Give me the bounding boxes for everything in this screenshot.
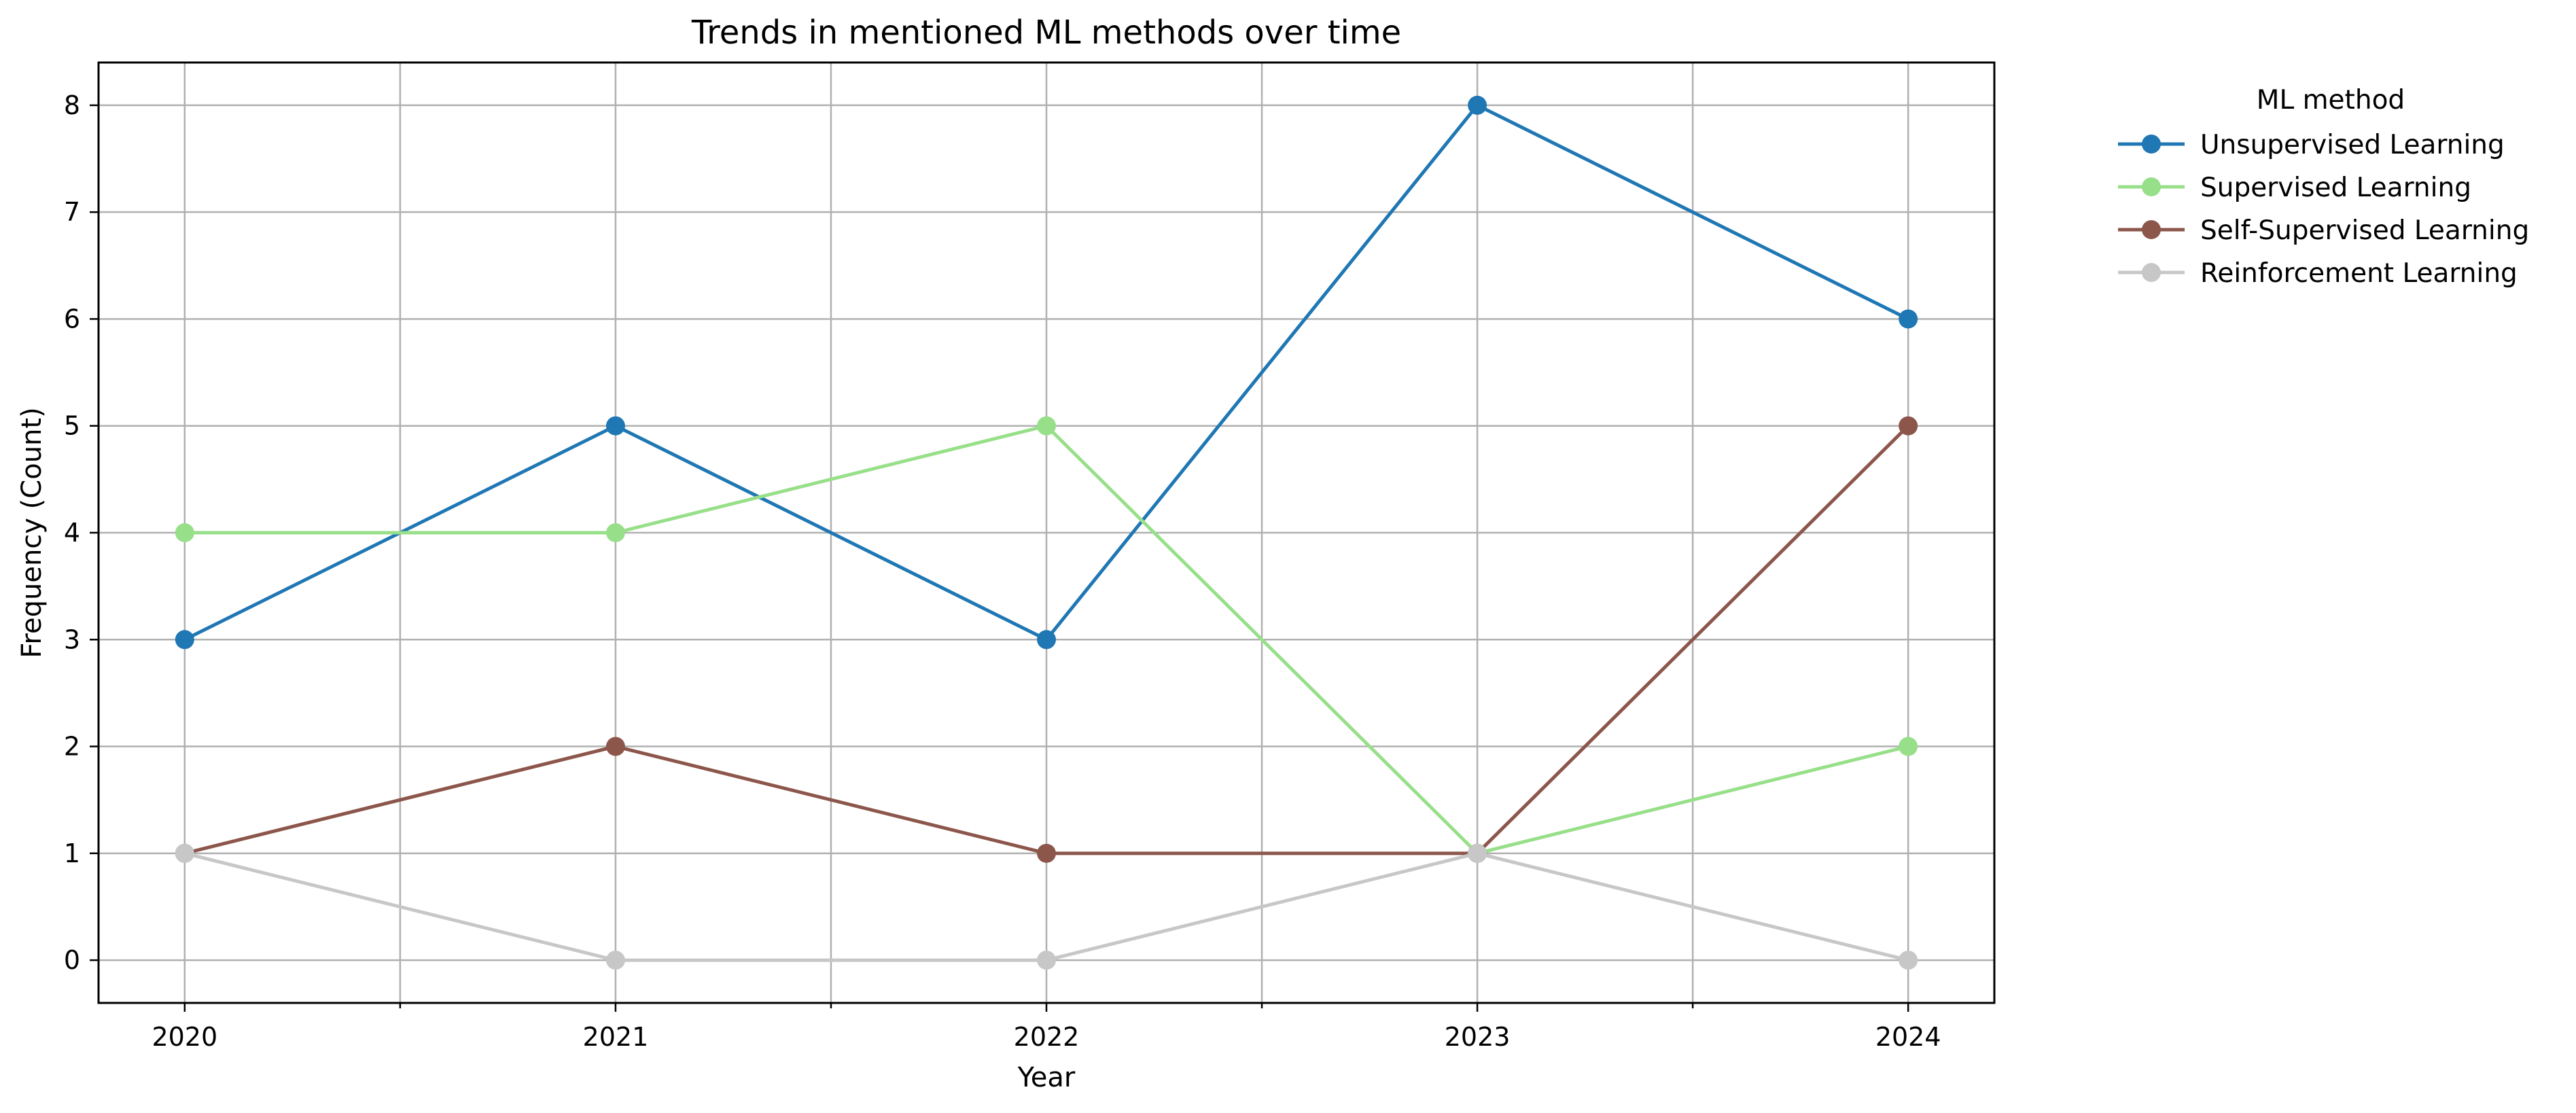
data-point bbox=[1899, 951, 1918, 970]
data-point bbox=[1037, 416, 1056, 436]
legend-swatch-marker bbox=[2142, 263, 2161, 282]
data-point bbox=[1899, 416, 1918, 436]
data-point bbox=[1468, 843, 1487, 863]
data-point bbox=[605, 737, 625, 756]
data-point bbox=[1468, 95, 1487, 115]
legend-label: Reinforcement Learning bbox=[2200, 258, 2518, 289]
x-tick-label: 2023 bbox=[1445, 1022, 1511, 1052]
data-point bbox=[605, 416, 625, 436]
data-point bbox=[175, 630, 194, 650]
y-tick-label: 6 bbox=[64, 304, 80, 334]
legend-label: Self-Supervised Learning bbox=[2200, 215, 2529, 246]
data-point bbox=[605, 951, 625, 970]
series-group bbox=[175, 95, 1918, 970]
y-tick-label: 2 bbox=[64, 732, 80, 762]
legend-title: ML method bbox=[2257, 85, 2405, 116]
y-tick-label: 0 bbox=[64, 945, 80, 975]
x-axis-title: Year bbox=[1017, 1062, 1076, 1093]
data-point bbox=[1037, 843, 1056, 863]
data-point bbox=[1037, 951, 1056, 970]
y-axis-ticks: 0 1 2 3 4 5 6 7 8 bbox=[64, 90, 99, 975]
legend-swatch-marker bbox=[2142, 177, 2161, 196]
legend: ML method Unsupervised Learning Supervise… bbox=[2118, 85, 2529, 289]
x-tick-label: 2024 bbox=[1875, 1022, 1941, 1052]
y-tick-label: 3 bbox=[64, 624, 80, 654]
data-point bbox=[175, 523, 194, 542]
data-point bbox=[1037, 630, 1056, 650]
chart-title: Trends in mentioned ML methods over time bbox=[691, 14, 1401, 52]
y-tick-label: 7 bbox=[64, 197, 80, 227]
y-tick-label: 4 bbox=[64, 518, 80, 548]
legend-swatch-marker bbox=[2142, 220, 2161, 239]
data-point bbox=[605, 523, 625, 542]
legend-label: Supervised Learning bbox=[2200, 173, 2471, 203]
data-point bbox=[1899, 309, 1918, 329]
x-axis-ticks: 2020 2021 2022 2023 2024 bbox=[152, 1003, 1941, 1052]
data-point bbox=[1899, 737, 1918, 756]
legend-label: Unsupervised Learning bbox=[2200, 130, 2505, 160]
legend-swatch-marker bbox=[2142, 135, 2161, 154]
y-axis-title: Frequency (Count) bbox=[16, 407, 48, 658]
y-tick-label: 8 bbox=[64, 90, 80, 120]
x-tick-label: 2021 bbox=[583, 1022, 649, 1052]
series-1 bbox=[175, 95, 1918, 650]
x-tick-label: 2020 bbox=[152, 1022, 217, 1052]
series-4 bbox=[175, 843, 1918, 970]
y-tick-label: 1 bbox=[64, 838, 80, 868]
x-tick-label: 2022 bbox=[1014, 1022, 1080, 1052]
y-tick-label: 5 bbox=[64, 411, 80, 441]
data-point bbox=[175, 843, 194, 863]
